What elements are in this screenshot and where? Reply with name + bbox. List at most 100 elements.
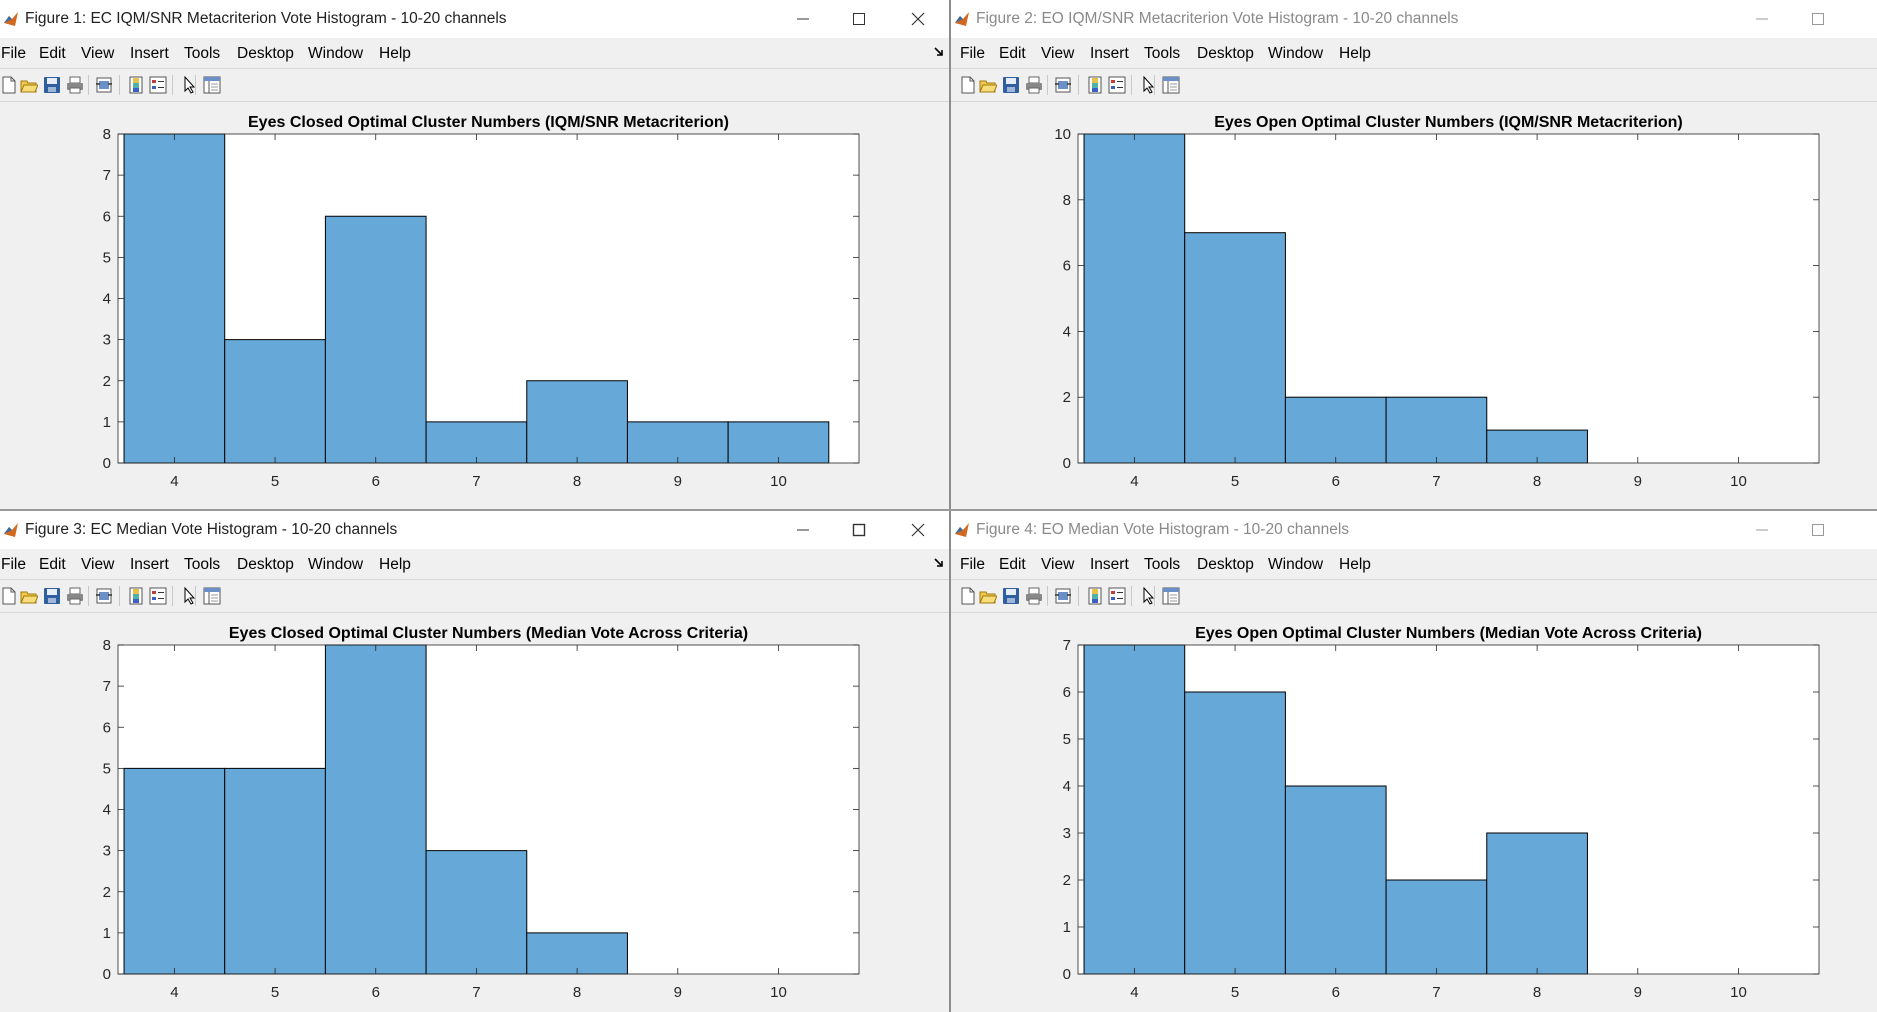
maximize-button[interactable] [1793, 4, 1845, 34]
maximize-button[interactable] [1793, 515, 1845, 545]
x-tick-label: 5 [271, 473, 279, 490]
dock-arrow-icon[interactable] [933, 46, 945, 58]
menu-desktop[interactable]: Desktop [237, 556, 294, 573]
insert-colorbar-icon[interactable] [127, 587, 145, 605]
menu-file[interactable]: File [960, 45, 985, 62]
menu-desktop[interactable]: Desktop [237, 45, 294, 62]
menu-insert[interactable]: Insert [1090, 45, 1129, 62]
menu-window[interactable]: Window [1268, 556, 1324, 573]
menu-help[interactable]: Help [379, 45, 411, 62]
menu-edit[interactable]: Edit [39, 45, 66, 62]
property-inspector-icon[interactable] [203, 587, 221, 605]
menu-tools[interactable]: Tools [184, 556, 221, 573]
axes-box [1077, 133, 1820, 464]
insert-legend-icon[interactable] [149, 587, 167, 605]
save-icon[interactable] [1002, 587, 1020, 605]
link-plot-icon[interactable] [95, 76, 113, 94]
edit-plot-icon[interactable] [1140, 587, 1158, 605]
menu-edit[interactable]: Edit [39, 556, 66, 573]
print-icon[interactable] [1025, 587, 1043, 605]
close-button[interactable] [893, 515, 945, 545]
y-tick-label: 7 [1063, 637, 1071, 654]
x-tick-label: 8 [573, 473, 581, 490]
link-plot-icon[interactable] [1054, 76, 1072, 94]
dock-arrow-icon[interactable] [933, 557, 945, 569]
menu-help[interactable]: Help [379, 556, 411, 573]
open-icon[interactable] [20, 76, 38, 94]
menu-view[interactable]: View [81, 556, 115, 573]
link-plot-icon[interactable] [95, 587, 113, 605]
insert-legend-icon[interactable] [149, 76, 167, 94]
open-icon[interactable] [979, 76, 997, 94]
title-bar[interactable]: Figure 1: EC IQM/SNR Metacriterion Vote … [0, 0, 949, 38]
insert-legend-icon[interactable] [1108, 76, 1126, 94]
maximize-icon [1812, 13, 1824, 25]
open-icon[interactable] [979, 587, 997, 605]
figure-toolbar [951, 68, 1877, 102]
title-bar[interactable]: Figure 3: EC Median Vote Histogram - 10-… [0, 511, 949, 549]
histogram-bar [1385, 879, 1488, 975]
menu-tools[interactable]: Tools [184, 45, 221, 62]
menu-help[interactable]: Help [1339, 45, 1371, 62]
menu-help[interactable]: Help [1339, 556, 1371, 573]
toolbar-separator [119, 586, 120, 606]
menu-edit[interactable]: Edit [999, 45, 1026, 62]
y-tick-label: 6 [103, 208, 111, 225]
close-icon [911, 12, 925, 26]
menu-desktop[interactable]: Desktop [1197, 45, 1254, 62]
menu-window[interactable]: Window [308, 556, 364, 573]
menu-view[interactable]: View [81, 45, 115, 62]
menu-tools[interactable]: Tools [1144, 45, 1181, 62]
save-icon[interactable] [43, 76, 61, 94]
link-plot-icon[interactable] [1054, 587, 1072, 605]
minimize-button[interactable] [778, 4, 830, 34]
insert-colorbar-icon[interactable] [127, 76, 145, 94]
edit-plot-icon[interactable] [1140, 76, 1158, 94]
menu-view[interactable]: View [1041, 45, 1075, 62]
new-figure-icon[interactable] [959, 76, 977, 94]
property-inspector-icon[interactable] [1162, 587, 1180, 605]
property-inspector-icon[interactable] [1162, 76, 1180, 94]
menu-insert[interactable]: Insert [1090, 556, 1129, 573]
menu-file[interactable]: File [960, 556, 985, 573]
menu-insert[interactable]: Insert [130, 556, 169, 573]
insert-legend-icon[interactable] [1108, 587, 1126, 605]
menu-window[interactable]: Window [1268, 45, 1324, 62]
menu-file[interactable]: File [1, 45, 26, 62]
new-figure-icon[interactable] [0, 76, 18, 94]
open-icon[interactable] [20, 587, 38, 605]
new-figure-icon[interactable] [959, 587, 977, 605]
maximize-button[interactable] [834, 4, 886, 34]
save-icon[interactable] [43, 587, 61, 605]
maximize-button[interactable] [834, 515, 886, 545]
minimize-button[interactable] [778, 515, 830, 545]
histogram-bar [224, 339, 326, 464]
edit-plot-icon[interactable] [181, 587, 199, 605]
edit-plot-icon[interactable] [181, 76, 199, 94]
menu-edit[interactable]: Edit [999, 556, 1026, 573]
print-icon[interactable] [66, 76, 84, 94]
menu-tools[interactable]: Tools [1144, 556, 1181, 573]
menu-view[interactable]: View [1041, 556, 1075, 573]
close-button[interactable] [893, 4, 945, 34]
menu-file[interactable]: File [1, 556, 26, 573]
title-bar[interactable]: Figure 4: EO Median Vote Histogram - 10-… [951, 511, 1877, 549]
save-icon[interactable] [1002, 76, 1020, 94]
minimize-button[interactable] [1737, 4, 1789, 34]
print-icon[interactable] [1025, 76, 1043, 94]
menu-insert[interactable]: Insert [130, 45, 169, 62]
y-tick-label: 6 [1063, 258, 1071, 275]
insert-colorbar-icon[interactable] [1086, 587, 1104, 605]
close-icon [911, 523, 925, 537]
new-figure-icon[interactable] [0, 587, 18, 605]
minimize-button[interactable] [1737, 515, 1789, 545]
title-bar[interactable]: Figure 2: EO IQM/SNR Metacriterion Vote … [951, 0, 1877, 38]
insert-colorbar-icon[interactable] [1086, 76, 1104, 94]
property-inspector-icon[interactable] [203, 76, 221, 94]
x-tick-label: 7 [1432, 984, 1440, 1001]
axes-box [1077, 644, 1820, 975]
print-icon[interactable] [66, 587, 84, 605]
minimize-icon [1756, 18, 1768, 20]
menu-desktop[interactable]: Desktop [1197, 556, 1254, 573]
menu-window[interactable]: Window [308, 45, 364, 62]
